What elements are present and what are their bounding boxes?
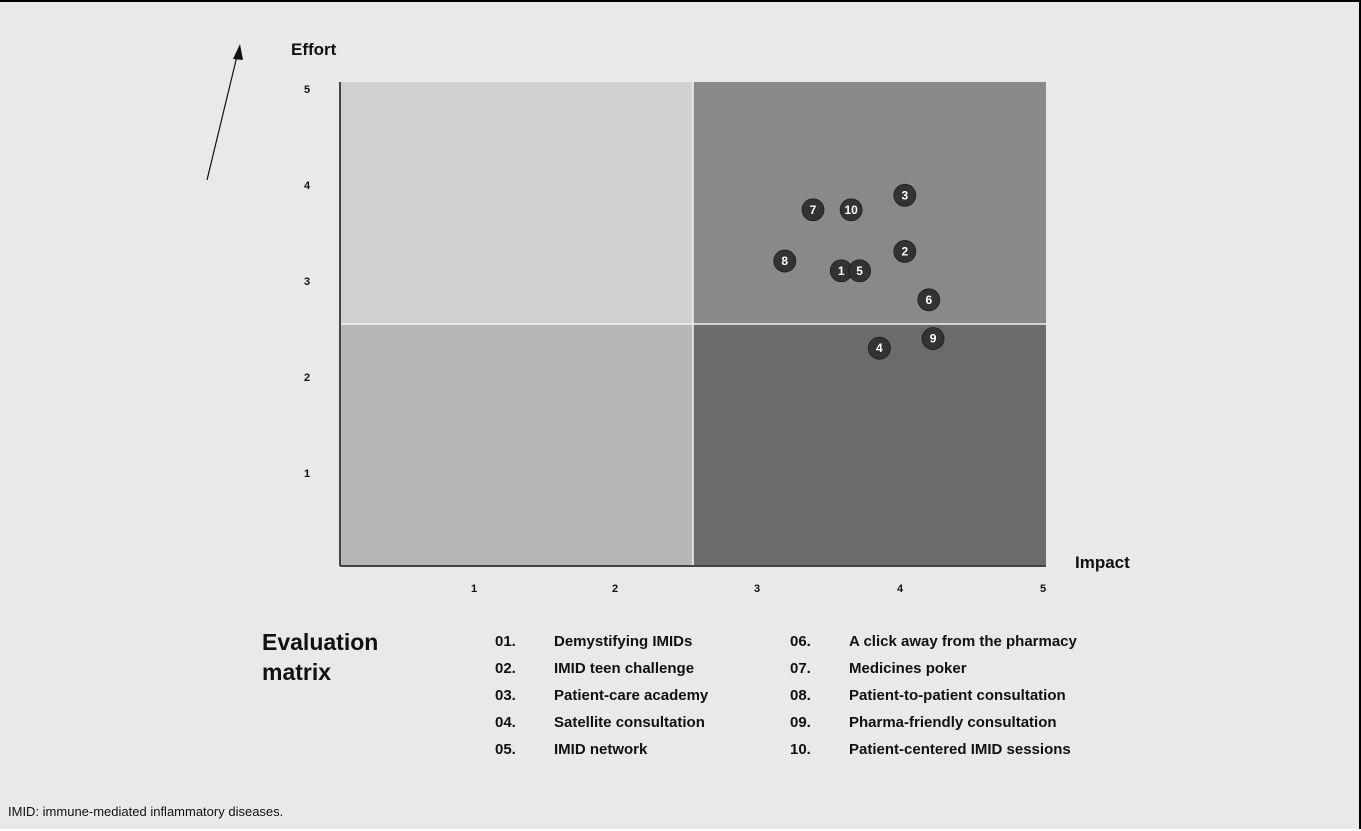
legend-item: 01. Demystifying IMIDs [495,633,785,660]
x-axis-title: Impact [1075,553,1130,572]
legend-item: 04. Satellite consultation [495,714,785,741]
legend-item-label: Medicines poker [849,660,967,677]
data-point-marker [773,249,797,273]
data-point: 3 [893,183,917,207]
legend-item: 09. Pharma-friendly consultation [790,714,1350,741]
data-point-marker [801,198,825,222]
y-tick-label: 4 [304,180,311,192]
legend-item-label: Satellite consultation [554,714,705,731]
quadrant-dividers [340,82,1046,566]
data-point-label: 10 [844,203,858,217]
legend-item-number: 08. [790,687,811,704]
x-tick-label: 3 [754,583,760,595]
legend-item-number: 07. [790,660,811,677]
effort-arrow [206,44,243,181]
legend-item-label: IMID teen challenge [554,660,695,677]
legend-title: Evaluation matrix [262,629,379,685]
legend-item-number: 04. [495,714,516,731]
data-point-label: 8 [781,254,788,268]
y-tick-labels: 1 2 3 4 5 [304,84,311,480]
legend-column-left: 01. Demystifying IMIDs 02. IMID teen cha… [495,633,785,768]
data-point-label: 1 [838,264,845,278]
axes [339,82,1046,567]
x-tick-label: 2 [612,583,618,595]
y-tick-label: 2 [304,372,310,384]
legend-item: 05. IMID network [495,741,785,768]
x-tick-label: 1 [471,583,477,595]
data-point: 10 [839,198,863,222]
data-point-label: 3 [901,188,908,202]
data-point-label: 4 [876,341,883,355]
data-point-marker [917,288,941,312]
data-point-marker [893,183,917,207]
legend-item: 07. Medicines poker [790,660,1350,687]
data-point: 9 [921,327,945,350]
data-point: 7 [801,198,825,222]
data-point-label: 5 [856,264,863,278]
legend-item-number: 03. [495,687,516,704]
data-point-label: 9 [930,332,937,346]
data-point: 5 [848,259,872,283]
y-axis-title: Effort [291,40,337,59]
quadrant-bottom-left [340,324,693,566]
x-tick-label: 4 [897,583,904,595]
legend-item-number: 06. [790,633,811,650]
y-tick-label: 1 [304,468,310,480]
x-tick-labels: 1 2 3 4 5 [471,583,1046,595]
legend-item-label: Patient-centered IMID sessions [849,741,1071,758]
x-tick-label: 5 [1040,583,1046,595]
data-point: 8 [773,249,797,273]
data-point-marker [867,336,891,360]
data-point-marker [848,259,872,283]
legend-item: 08. Patient-to-patient consultation [790,687,1350,714]
data-points: 1 2 3 4 5 6 7 8 9 10 [773,183,945,360]
data-point: 6 [917,288,941,312]
data-point-label: 6 [925,293,932,307]
legend-column-right: 06. A click away from the pharmacy 07. M… [790,633,1350,768]
legend-item-number: 09. [790,714,811,731]
quadrant-bottom-right [693,324,1046,566]
data-point-label: 2 [901,244,908,258]
legend-item: 06. A click away from the pharmacy [790,633,1350,660]
legend-item: 02. IMID teen challenge [495,660,785,687]
quadrant-top-right [693,82,1046,324]
legend-item-label: Demystifying IMIDs [554,633,693,650]
legend-item-label: Pharma-friendly consultation [849,714,1057,731]
legend-item-number: 01. [495,633,516,650]
legend-item-label: Patient-to-patient consultation [849,687,1066,704]
data-point-marker [893,239,917,263]
legend-item-label: IMID network [554,741,648,758]
legend-item-number: 05. [495,741,516,758]
legend-item-number: 02. [495,660,516,677]
legend-item-number: 10. [790,741,811,758]
legend-item-label: A click away from the pharmacy [849,633,1077,650]
legend-item: 03. Patient-care academy [495,687,785,714]
quadrant-backgrounds [340,82,1046,566]
data-point-marker [921,327,945,350]
data-point-marker [839,198,863,222]
data-point: 2 [893,239,917,263]
legend-item: 10. Patient-centered IMID sessions [790,741,1350,768]
quadrant-top-left [340,82,693,324]
data-point: 4 [867,336,891,360]
footnote: IMID: immune-mediated inflammatory disea… [8,804,284,819]
data-point-label: 7 [810,203,817,217]
y-tick-label: 5 [304,84,310,96]
y-tick-label: 3 [304,276,310,288]
legend-item-label: Patient-care academy [554,687,709,704]
